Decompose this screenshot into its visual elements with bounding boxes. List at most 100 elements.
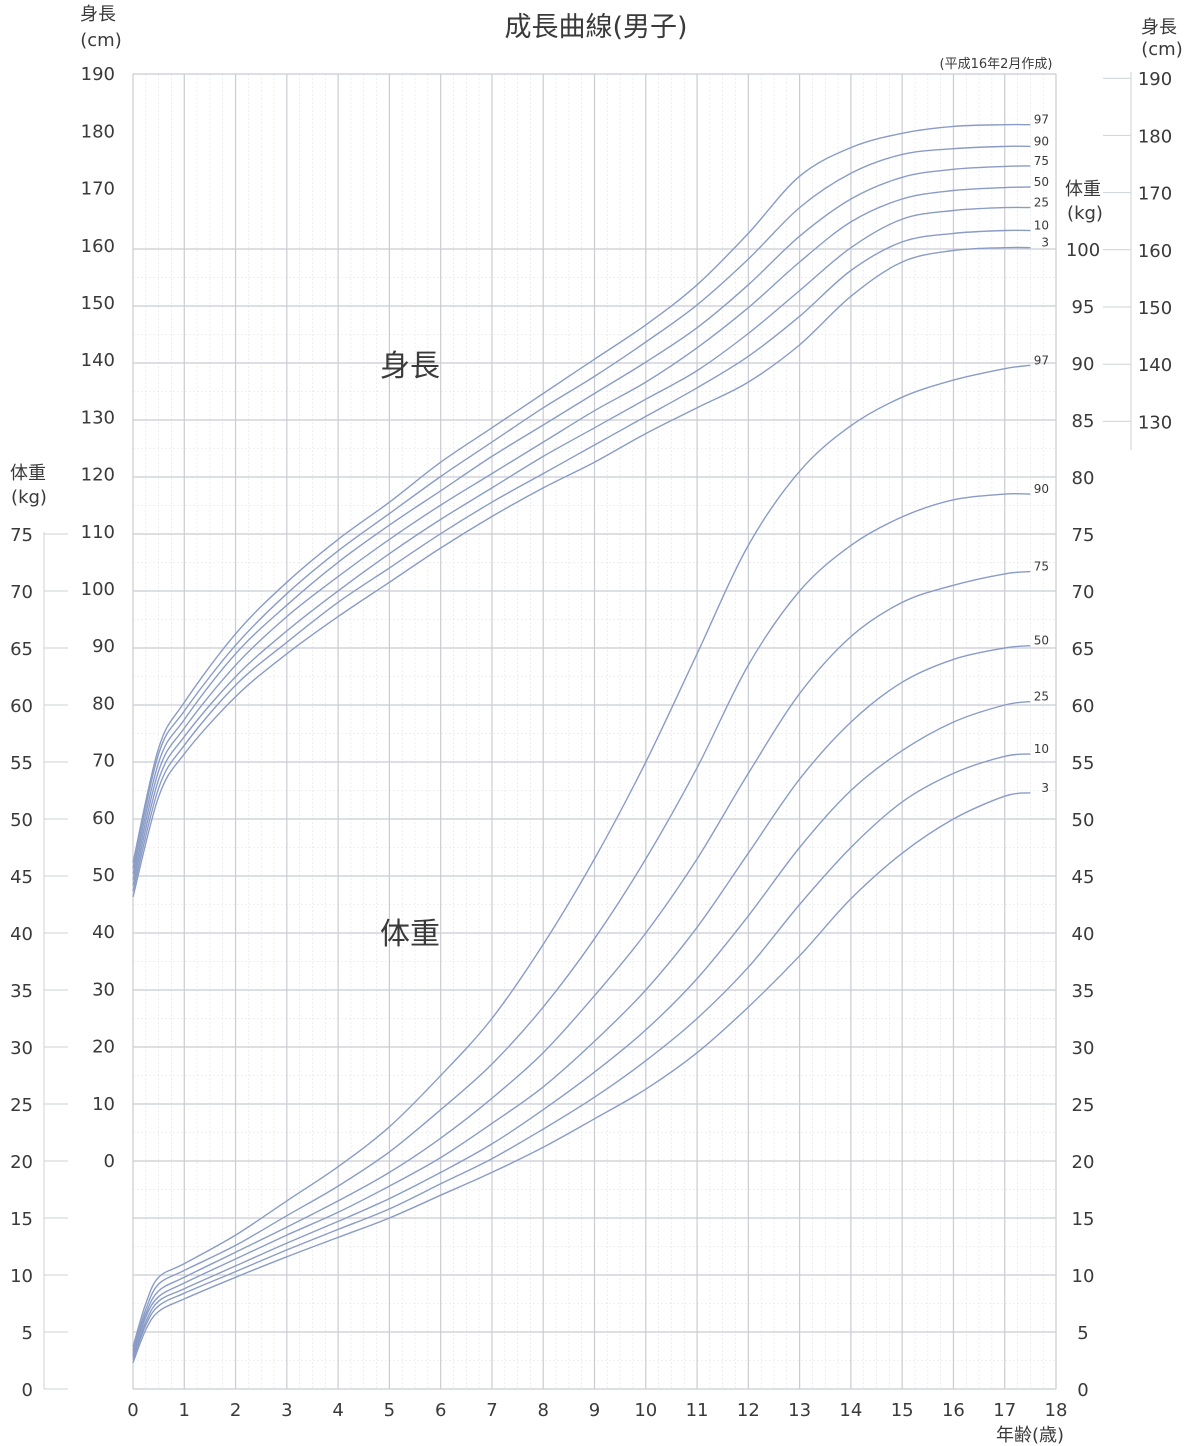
- weight-percentile-90-line: [132, 493, 1031, 1351]
- x-tick-label: 15: [891, 1400, 914, 1421]
- weight-percentile-97-label: 97: [1034, 353, 1049, 367]
- height-right-tick-label: 150: [1138, 298, 1172, 319]
- height-percentile-90-line: [132, 145, 1031, 869]
- weight-percentile-75-line: [132, 570, 1031, 1353]
- weight-percentile-50-label: 50: [1034, 634, 1049, 648]
- weight-percentile-50-line: [132, 645, 1031, 1356]
- height-curves: 97 90 75 50 25 10 3: [132, 113, 1049, 898]
- x-tick-label: 9: [589, 1400, 600, 1421]
- height-left-tick-label: 30: [92, 979, 115, 1000]
- height-left-tick-label: 20: [92, 1037, 115, 1058]
- weight-axis-label-left: 体重: [10, 463, 46, 484]
- weight-percentile-97-line: [132, 364, 1031, 1347]
- x-tick-label: 5: [384, 1400, 395, 1421]
- height-axis-unit-left: (cm): [80, 30, 121, 51]
- grid: [132, 73, 1057, 1390]
- weight-left-tick-label: 45: [10, 867, 33, 888]
- weight-percentile-90-label: 90: [1034, 482, 1049, 496]
- weight-right-tick-label: 70: [1072, 582, 1095, 603]
- weight-right-tick-label: 0: [1077, 1380, 1088, 1401]
- weight-percentile-75-label: 75: [1034, 560, 1049, 574]
- height-percentile-3-line: [132, 246, 1031, 898]
- height-left-tick-label: 50: [92, 865, 115, 886]
- weight-left-tick-label: 75: [10, 525, 33, 546]
- height-left-tick-label: 0: [104, 1151, 115, 1172]
- x-tick-label: 6: [435, 1400, 446, 1421]
- weight-right-tick-label: 55: [1072, 753, 1095, 774]
- height-percentile-97-label: 97: [1034, 113, 1049, 127]
- height-left-tick-label: 190: [81, 64, 115, 85]
- weight-axis-label-right: 体重: [1065, 179, 1101, 200]
- weight-right-tick-label: 5: [1077, 1323, 1088, 1344]
- weight-left-tick-label: 35: [10, 981, 33, 1002]
- weight-right-tick-label: 25: [1072, 1095, 1095, 1116]
- weight-axis-unit-right: (kg): [1067, 203, 1103, 224]
- height-right-tick-label: 190: [1138, 69, 1172, 90]
- x-tick-label: 1: [179, 1400, 190, 1421]
- height-left-tick-label: 140: [81, 350, 115, 371]
- weight-right-tick-label: 50: [1072, 810, 1095, 831]
- weight-left-tick-label: 15: [10, 1209, 33, 1230]
- x-tick-label: 0: [127, 1400, 138, 1421]
- height-right-tick-label: 170: [1138, 184, 1172, 205]
- height-percentile-75-label: 75: [1034, 154, 1049, 168]
- weight-right-tick-label: 40: [1072, 924, 1095, 945]
- x-tick-label: 12: [737, 1400, 760, 1421]
- weight-right-tick-label: 100: [1066, 240, 1100, 261]
- height-section-label: 身長: [380, 349, 440, 384]
- height-percentile-75-line: [132, 165, 1031, 875]
- height-percentile-25-label: 25: [1034, 196, 1049, 210]
- x-tick-label: 16: [942, 1400, 965, 1421]
- axes: 0102030405060708090100110120130140150160…: [10, 64, 1172, 1421]
- weight-right-tick-label: 45: [1072, 867, 1095, 888]
- height-left-tick-label: 10: [92, 1094, 115, 1115]
- height-left-tick-label: 130: [81, 407, 115, 428]
- height-percentile-10-line: [132, 229, 1031, 892]
- height-left-tick-label: 90: [92, 636, 115, 657]
- x-tick-label: 3: [281, 1400, 292, 1421]
- weight-right-tick-label: 65: [1072, 639, 1095, 660]
- x-axis-label: 年齢(歳): [996, 1425, 1064, 1446]
- height-right-tick-label: 160: [1138, 241, 1172, 262]
- x-tick-label: 14: [839, 1400, 862, 1421]
- height-percentile-97-line: [132, 123, 1031, 863]
- weight-curves: 97 90 75 50 25 10 3: [132, 353, 1049, 1364]
- weight-left-tick-label: 55: [10, 753, 33, 774]
- x-tick-label: 2: [230, 1400, 241, 1421]
- weight-left-tick-label: 0: [22, 1380, 33, 1401]
- height-left-tick-label: 160: [81, 236, 115, 257]
- x-tick-label: 18: [1045, 1400, 1068, 1421]
- weight-left-tick-label: 25: [10, 1095, 33, 1116]
- height-left-tick-label: 80: [92, 693, 115, 714]
- x-tick-label: 4: [332, 1400, 343, 1421]
- height-axis-label-right: 身長: [1141, 17, 1177, 38]
- weight-percentile-3-line: [132, 792, 1031, 1364]
- weight-left-tick-label: 30: [10, 1038, 33, 1059]
- height-percentile-10-label: 10: [1034, 219, 1049, 233]
- weight-left-tick-label: 60: [10, 696, 33, 717]
- weight-right-tick-label: 10: [1072, 1266, 1095, 1287]
- height-axis-label-left: 身長: [80, 4, 116, 25]
- weight-right-tick-label: 80: [1072, 468, 1095, 489]
- height-percentile-3-label: 3: [1041, 236, 1049, 250]
- x-tick-label: 13: [788, 1400, 811, 1421]
- weight-left-tick-label: 50: [10, 810, 33, 831]
- height-axis-unit-right: (cm): [1141, 39, 1182, 60]
- x-tick-label: 7: [486, 1400, 497, 1421]
- weight-right-tick-label: 35: [1072, 981, 1095, 1002]
- weight-left-tick-label: 65: [10, 639, 33, 660]
- height-left-tick-label: 170: [81, 179, 115, 200]
- weight-right-tick-label: 85: [1072, 411, 1095, 432]
- x-tick-label: 17: [993, 1400, 1016, 1421]
- weight-right-tick-label: 75: [1072, 525, 1095, 546]
- weight-right-tick-label: 20: [1072, 1152, 1095, 1173]
- weight-percentile-25-line: [132, 700, 1031, 1358]
- height-left-tick-label: 100: [81, 579, 115, 600]
- weight-left-tick-label: 70: [10, 582, 33, 603]
- x-tick-label: 8: [537, 1400, 548, 1421]
- weight-right-tick-label: 95: [1072, 297, 1095, 318]
- weight-percentile-25-label: 25: [1034, 690, 1049, 704]
- height-percentile-90-label: 90: [1034, 134, 1049, 148]
